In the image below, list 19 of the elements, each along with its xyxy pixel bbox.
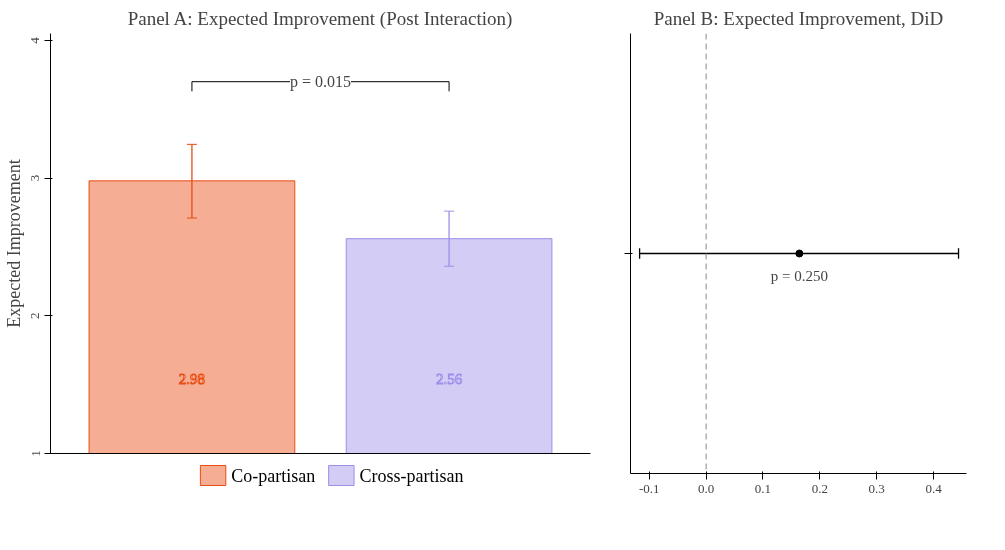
y-tick-label: 2 xyxy=(27,312,43,320)
y-tick-label: 1 xyxy=(27,450,43,457)
x-tick-label: 0.0 xyxy=(697,480,715,496)
x-tick-label: 0.1 xyxy=(754,480,772,496)
data-label: 2.98 xyxy=(178,370,206,387)
data-label: 2.56 xyxy=(435,370,463,387)
annotation: p = 0.250 xyxy=(770,267,828,284)
chart-title: Panel A: Expected Improvement (Post Interaction) xyxy=(127,7,513,30)
y-axis-title: Expected Improvement xyxy=(3,159,24,328)
y-tick-label: 3 xyxy=(27,174,43,182)
x-tick-label: 0.4 xyxy=(925,480,943,496)
legend-label: Cross-partisan xyxy=(359,465,464,486)
x-tick-label: 0.2 xyxy=(811,480,828,496)
y-tick-label: 4 xyxy=(27,36,43,44)
x-tick-label: 0.3 xyxy=(868,480,885,496)
legend-label: Co-partisan xyxy=(231,465,316,486)
chart-title: Panel B: Expected Improvement, DiD xyxy=(653,7,944,29)
x-tick-label: -0.1 xyxy=(638,480,660,496)
annotation: p = 0.015 xyxy=(289,73,352,92)
